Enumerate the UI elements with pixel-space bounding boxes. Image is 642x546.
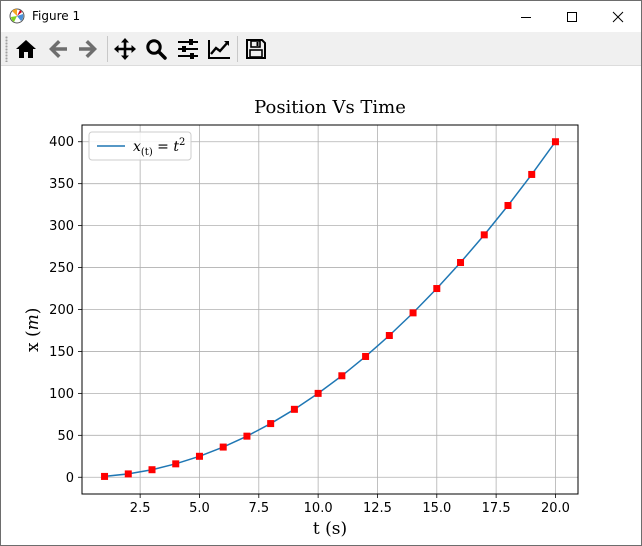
y-tick-label: 250 <box>49 261 74 276</box>
data-point-marker <box>480 231 488 239</box>
minimize-icon <box>521 16 531 18</box>
legend-box <box>88 131 192 161</box>
maximize-icon <box>567 11 577 22</box>
data-point-marker <box>314 389 322 397</box>
data-point-marker <box>195 452 203 460</box>
arrow-left-icon <box>49 40 67 58</box>
x-tick-label: 5.0 <box>189 501 210 516</box>
y-axis-label: x (m) <box>23 308 43 352</box>
data-point-marker <box>409 309 417 317</box>
series-line <box>104 141 557 478</box>
data-point-marker <box>362 352 370 360</box>
y-tick-label: 100 <box>49 387 74 402</box>
data-point-marker <box>267 420 275 428</box>
plot-area[interactable]: 2.5 5.0 7.5 10.0 12.5 15.0 17.5 20.0 0 50 100 150 20… <box>1 67 641 545</box>
window-title: Figure 1 <box>32 9 81 23</box>
x-tick-label: 10.0 <box>304 501 333 516</box>
legend-label: x(t) = t2 <box>133 137 185 158</box>
y-tick-label: 200 <box>49 303 74 318</box>
save-button[interactable] <box>243 36 269 62</box>
data-point-marker <box>124 470 132 478</box>
edit-axis-button[interactable] <box>206 36 232 62</box>
data-point-marker <box>457 259 465 267</box>
data-point-marker <box>528 170 536 178</box>
data-point-marker <box>385 332 393 340</box>
data-point-marker <box>504 201 512 209</box>
data-point-marker <box>338 372 346 380</box>
data-point-marker <box>433 285 441 293</box>
y-tick-label: 350 <box>49 177 74 192</box>
x-tick-label: 2.5 <box>130 501 151 516</box>
data-point-marker <box>290 405 298 413</box>
y-tick-label: 0 <box>66 471 74 486</box>
chart-title: Position Vs Time <box>254 97 406 118</box>
line-chart-icon <box>208 40 230 59</box>
data-point-marker <box>148 466 156 474</box>
close-button[interactable] <box>595 1 641 32</box>
matplotlib-icon <box>9 8 25 24</box>
arrow-right-icon <box>79 40 97 58</box>
y-axis-label-prefix: x ( <box>23 330 43 352</box>
title-bar[interactable]: Figure 1 <box>1 1 641 32</box>
zoom-button[interactable] <box>143 36 169 62</box>
home-button[interactable] <box>13 36 39 62</box>
y-axis-label-variable: m <box>23 314 43 331</box>
y-tick-label: 150 <box>49 345 74 360</box>
data-point-marker <box>551 138 559 146</box>
navigation-toolbar <box>1 32 641 66</box>
toolbar-separator <box>237 36 238 62</box>
y-tick-label: 400 <box>49 135 74 150</box>
data-point-marker <box>219 443 227 451</box>
x-tick-label: 12.5 <box>363 501 392 516</box>
x-tick-label: 7.5 <box>248 501 269 516</box>
y-tick-label: 50 <box>57 429 74 444</box>
figure-canvas[interactable]: Position Vs Time 2.5 5.0 7.5 10.0 12.5 15.0 17… <box>1 67 641 545</box>
data-point-marker <box>172 460 180 468</box>
x-tick-label: 15.0 <box>422 501 451 516</box>
x-axis-label: t (s) <box>312 519 348 539</box>
pan-button[interactable] <box>112 36 138 62</box>
x-tick-label: 20.0 <box>541 501 570 516</box>
data-point-marker <box>101 472 109 480</box>
y-tick-label: 300 <box>49 219 74 234</box>
home-icon <box>16 40 36 58</box>
toolbar-separator <box>107 36 108 62</box>
forward-button[interactable] <box>75 36 101 62</box>
configure-subplots-button[interactable] <box>175 36 201 62</box>
maximize-button[interactable] <box>549 1 595 32</box>
toolbar-grip[interactable] <box>5 36 8 62</box>
move-icon <box>114 38 136 60</box>
floppy-disk-icon <box>246 39 266 59</box>
y-axis-label-suffix: ) <box>23 307 43 315</box>
back-button[interactable] <box>45 36 71 62</box>
sliders-icon <box>178 39 198 59</box>
data-point-marker <box>243 432 251 440</box>
close-icon <box>612 11 624 22</box>
minimize-button[interactable] <box>503 1 549 32</box>
magnifier-icon <box>146 39 167 60</box>
x-tick-label: 17.5 <box>482 501 511 516</box>
